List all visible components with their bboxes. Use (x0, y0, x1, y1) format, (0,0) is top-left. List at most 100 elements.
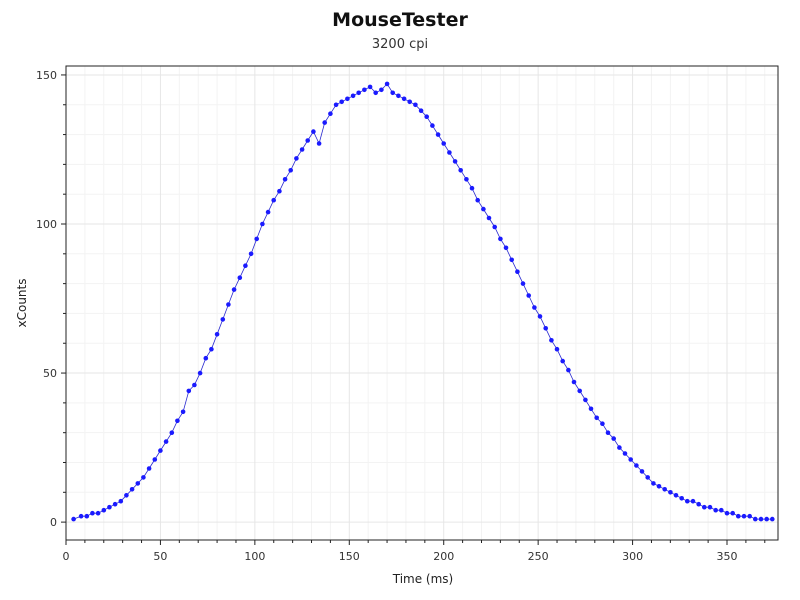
data-point (724, 510, 730, 516)
data-point (583, 397, 588, 403)
data-point (458, 168, 464, 173)
data-point (554, 346, 560, 352)
data-point (707, 504, 713, 510)
y-tick-label: 100 (36, 218, 57, 231)
data-point (685, 498, 690, 504)
data-point (690, 498, 696, 504)
data-point (175, 418, 180, 424)
data-point (124, 493, 129, 498)
data-point (220, 317, 226, 322)
data-point (90, 510, 95, 516)
data-point (401, 96, 407, 102)
data-point (152, 457, 158, 462)
data-point (356, 90, 362, 96)
data-point (600, 421, 605, 427)
data-point (379, 87, 384, 93)
data-point (741, 513, 747, 519)
data-point (764, 516, 769, 522)
data-point (758, 516, 764, 522)
data-point (328, 111, 333, 116)
data-point (617, 445, 622, 450)
data-point (594, 415, 599, 421)
data-point (424, 114, 430, 119)
y-tick-label: 150 (36, 69, 57, 82)
data-point (588, 406, 594, 412)
data-point (452, 159, 458, 164)
chart-title: MouseTester (332, 9, 468, 31)
data-point (492, 224, 498, 230)
x-tick-label: 250 (528, 550, 549, 563)
data-point (254, 236, 259, 242)
data-point (271, 197, 277, 203)
data-point (186, 388, 192, 394)
data-point (203, 355, 209, 361)
data-point (673, 493, 679, 498)
data-point (311, 129, 316, 134)
data-point (639, 469, 645, 474)
data-point (158, 448, 163, 453)
data-point (209, 346, 214, 352)
data-point (549, 338, 554, 343)
data-point (350, 93, 356, 99)
data-point (571, 379, 577, 385)
data-point (668, 490, 673, 495)
data-point (662, 487, 667, 492)
data-point (611, 436, 616, 441)
data-point (373, 90, 379, 96)
y-tick-label: 50 (43, 367, 57, 380)
data-point (101, 507, 107, 513)
data-point (146, 466, 152, 471)
data-point (118, 498, 124, 504)
data-point (656, 484, 662, 489)
x-tick-label: 200 (433, 550, 454, 563)
data-point (418, 108, 424, 113)
data-point (333, 102, 339, 108)
data-point (628, 457, 633, 462)
data-point (713, 507, 718, 513)
data-point (78, 513, 84, 519)
data-point (753, 516, 758, 522)
data-point (526, 293, 531, 298)
data-point (605, 430, 611, 436)
data-point (107, 504, 112, 510)
data-point (112, 501, 118, 507)
data-point (464, 177, 469, 182)
data-point (509, 257, 514, 263)
data-point (736, 513, 741, 519)
data-point (475, 197, 481, 203)
data-point (634, 463, 639, 468)
data-point (84, 513, 90, 519)
data-point (747, 513, 752, 519)
data-point (435, 132, 441, 137)
data-point (163, 439, 169, 444)
data-point (696, 501, 701, 507)
data-point (770, 516, 775, 522)
data-point (645, 475, 650, 480)
data-point (396, 93, 401, 99)
data-point (481, 206, 486, 212)
data-point (192, 382, 197, 388)
data-point (679, 496, 684, 501)
data-point (702, 504, 707, 510)
data-point (288, 168, 294, 173)
x-tick-label: 0 (63, 550, 70, 563)
data-point (248, 251, 254, 257)
data-point (339, 99, 345, 105)
data-point (560, 358, 565, 364)
x-tick-label: 150 (339, 550, 360, 563)
data-point (237, 275, 243, 281)
x-tick-label: 300 (622, 550, 643, 563)
data-point (367, 84, 373, 90)
data-point (231, 287, 237, 292)
data-point (180, 409, 186, 415)
data-point (294, 156, 299, 161)
chart-subtitle: 3200 cpi (371, 37, 429, 52)
data-point (730, 510, 735, 516)
data-point (566, 367, 571, 373)
data-point (214, 332, 220, 337)
data-point (197, 370, 203, 376)
data-point (95, 510, 101, 516)
data-point (407, 99, 413, 105)
fit-line (73, 83, 773, 520)
